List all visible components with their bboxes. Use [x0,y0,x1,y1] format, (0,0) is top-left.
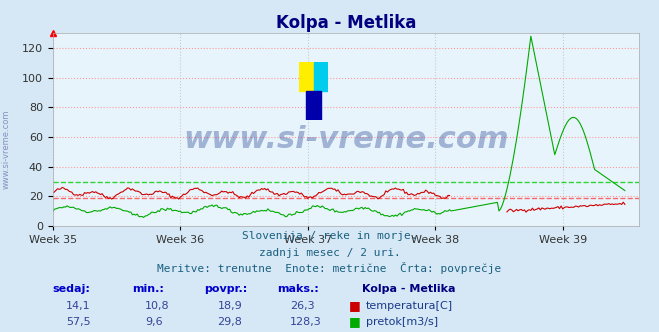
Text: Meritve: trenutne  Enote: metrične  Črta: povprečje: Meritve: trenutne Enote: metrične Črta: … [158,262,501,274]
Text: pretok[m3/s]: pretok[m3/s] [366,317,438,327]
Text: 29,8: 29,8 [217,317,243,327]
Text: www.si-vreme.com: www.si-vreme.com [2,110,11,189]
Text: povpr.:: povpr.: [204,284,248,294]
Text: 18,9: 18,9 [217,301,243,311]
Text: ■: ■ [349,299,361,312]
Text: 10,8: 10,8 [145,301,169,311]
Text: ■: ■ [349,315,361,328]
Text: 9,6: 9,6 [145,317,163,327]
Text: sedaj:: sedaj: [53,284,90,294]
Title: Kolpa - Metlika: Kolpa - Metlika [275,14,416,32]
Text: min.:: min.: [132,284,163,294]
Text: 14,1: 14,1 [66,301,90,311]
Text: Slovenija / reke in morje.: Slovenija / reke in morje. [242,231,417,241]
Text: www.si-vreme.com: www.si-vreme.com [183,124,509,154]
Text: 57,5: 57,5 [66,317,90,327]
Text: Kolpa - Metlika: Kolpa - Metlika [362,284,456,294]
Text: 128,3: 128,3 [290,317,322,327]
Text: zadnji mesec / 2 uri.: zadnji mesec / 2 uri. [258,248,401,258]
Text: maks.:: maks.: [277,284,318,294]
Text: 26,3: 26,3 [290,301,314,311]
Text: temperatura[C]: temperatura[C] [366,301,453,311]
